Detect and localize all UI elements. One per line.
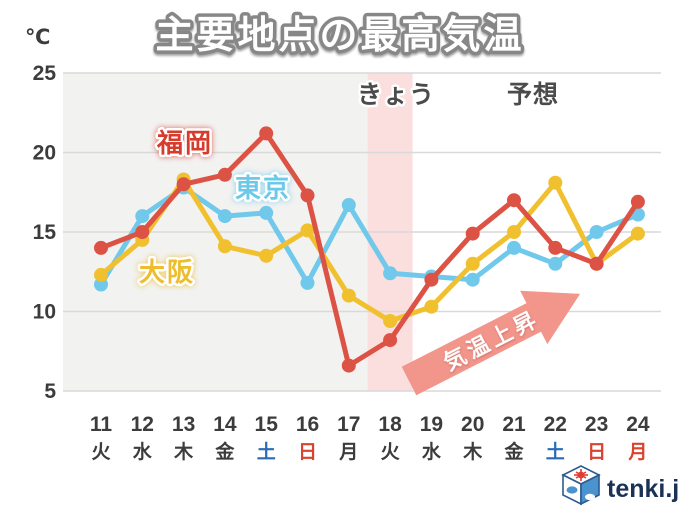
x-tick-weekday-16: 日 (298, 442, 317, 463)
x-axis: 11火12水13木14金15土16日17月18火19水20木21金22土23日2… (90, 413, 650, 463)
x-tick-date-22: 22 (544, 413, 567, 436)
y-tick-label-25: 25 (33, 62, 57, 85)
tenki-cube-icon (561, 465, 601, 506)
data-point-fukuoka-24 (630, 194, 645, 209)
data-point-tokyo-22 (548, 256, 563, 271)
x-tick-date-18: 18 (378, 413, 402, 436)
series-label-fukuoka: 福岡 (156, 128, 213, 158)
data-point-osaka-22 (548, 175, 563, 190)
x-tick-weekday-17: 月 (338, 442, 358, 463)
series-label-osaka: 大阪 (139, 257, 195, 287)
data-point-tokyo-15 (259, 205, 274, 220)
data-point-tokyo-16 (300, 275, 315, 290)
data-point-fukuoka-17 (341, 358, 356, 373)
x-tick-date-20: 20 (461, 413, 484, 436)
x-tick-weekday-21: 金 (503, 440, 524, 463)
data-point-tokyo-11 (94, 277, 108, 292)
x-tick-weekday-11: 火 (91, 441, 111, 463)
data-point-fukuoka-14 (217, 167, 232, 182)
logo-text: tenki.jp (607, 475, 680, 503)
x-tick-date-23: 23 (585, 413, 608, 436)
y-tick-label-20: 20 (33, 142, 56, 165)
data-point-tokyo-17 (341, 198, 356, 212)
x-tick-date-12: 12 (131, 413, 154, 436)
data-point-osaka-24 (630, 226, 645, 241)
sun-core (577, 471, 585, 479)
x-tick-weekday-19: 水 (422, 441, 442, 463)
data-point-osaka-19 (424, 299, 439, 314)
data-point-tokyo-21 (507, 240, 521, 255)
chart-title: 主要地点の最高気温 (155, 15, 524, 57)
data-point-osaka-16 (300, 223, 315, 238)
forecast-label: 予想 (507, 81, 559, 109)
x-tick-date-16: 16 (296, 413, 319, 436)
x-tick-date-14: 14 (213, 413, 237, 436)
data-point-tokyo-12 (135, 209, 150, 224)
data-point-fukuoka-21 (507, 193, 521, 208)
data-point-fukuoka-16 (300, 188, 315, 203)
x-tick-date-19: 19 (420, 413, 443, 436)
data-point-osaka-17 (341, 288, 356, 303)
cloud-icon-white (585, 493, 595, 501)
tenki-jp-logo: tenki.jp (561, 465, 680, 506)
x-tick-weekday-18: 火 (381, 441, 401, 463)
data-point-fukuoka-18 (383, 333, 398, 348)
today-label: きょう (357, 81, 435, 109)
x-tick-weekday-22: 土 (546, 441, 565, 463)
trend-arrow-shape (401, 290, 581, 396)
data-point-fukuoka-23 (589, 256, 604, 271)
x-tick-weekday-14: 金 (214, 440, 235, 463)
series-fukuoka (94, 126, 645, 373)
data-point-fukuoka-11 (94, 240, 108, 255)
data-point-osaka-20 (465, 256, 480, 271)
y-tick-label-5: 5 (44, 380, 56, 403)
x-tick-weekday-24: 月 (627, 442, 647, 463)
data-point-fukuoka-19 (424, 272, 439, 287)
data-point-osaka-14 (217, 239, 232, 254)
data-point-tokyo-18 (383, 266, 398, 281)
x-tick-date-15: 15 (255, 413, 279, 436)
series-line-fukuoka (98, 130, 641, 369)
x-tick-date-21: 21 (502, 413, 526, 436)
data-series (94, 126, 645, 373)
x-tick-weekday-20: 木 (462, 440, 483, 463)
x-tick-weekday-12: 水 (133, 441, 153, 463)
data-point-osaka-15 (259, 248, 274, 263)
y-axis: 25 20 15 10 5 (33, 62, 57, 403)
data-point-osaka-11 (94, 267, 108, 282)
cloud-icon (566, 486, 578, 494)
x-tick-date-11: 11 (90, 413, 113, 436)
data-point-tokyo-14 (217, 209, 232, 224)
series-line-osaka (98, 177, 641, 324)
x-tick-weekday-15: 土 (257, 441, 276, 463)
data-point-fukuoka-15 (259, 126, 274, 141)
data-point-fukuoka-12 (135, 225, 150, 239)
data-point-fukuoka-22 (548, 240, 563, 255)
data-point-fukuoka-13 (176, 177, 191, 192)
x-tick-date-13: 13 (172, 413, 195, 436)
series-label-tokyo: 東京 (235, 173, 291, 203)
data-point-fukuoka-20 (465, 226, 480, 241)
data-point-tokyo-20 (465, 272, 480, 287)
x-tick-weekday-23: 日 (587, 442, 606, 463)
x-tick-weekday-13: 木 (173, 440, 194, 463)
data-point-osaka-21 (507, 225, 521, 239)
x-tick-date-17: 17 (337, 413, 360, 436)
x-tick-date-24: 24 (626, 413, 650, 436)
data-point-osaka-18 (383, 314, 398, 328)
unit-label: ℃ (25, 26, 50, 49)
y-tick-label-15: 15 (33, 221, 57, 244)
data-point-tokyo-23 (589, 225, 604, 239)
y-tick-label-10: 10 (33, 301, 56, 324)
